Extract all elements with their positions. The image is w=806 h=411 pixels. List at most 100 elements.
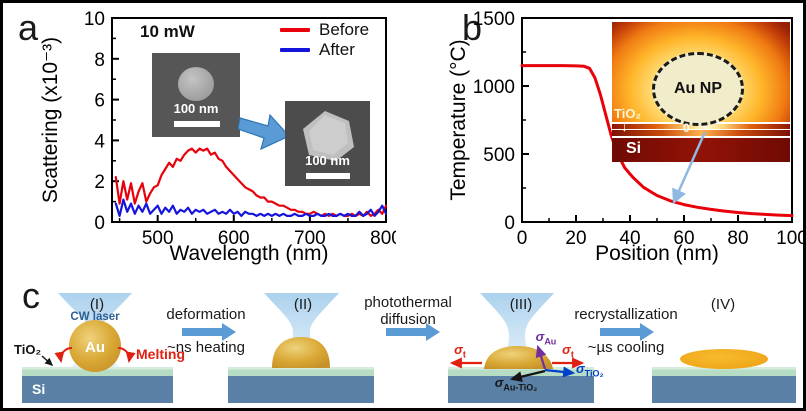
scale-bar-before — [174, 121, 220, 127]
faceted-particle-image — [303, 111, 354, 161]
au-dome-stage3 — [484, 346, 553, 369]
melting-arrow-left-icon — [54, 346, 73, 363]
svg-text:0: 0 — [94, 213, 105, 234]
panel-a-chart: 500 600 700 800 0 2 4 6 8 10 Wavelength (nm) Scatte… — [40, 9, 396, 265]
substrate-stage2 — [228, 367, 374, 403]
svg-text:60: 60 — [673, 228, 694, 249]
svg-text:Position (nm): Position (nm) — [595, 242, 719, 265]
au-sphere-stage1 — [69, 320, 121, 372]
sigma-base: σ — [535, 329, 545, 344]
svg-text:0: 0 — [504, 213, 515, 234]
svg-text:500: 500 — [142, 228, 174, 249]
svg-text:500: 500 — [483, 145, 515, 166]
transition3-label-top: recrystallization — [574, 306, 678, 323]
svg-text:6: 6 — [94, 91, 105, 112]
morph-arrow-icon — [238, 113, 290, 151]
sigma-base: σ — [562, 342, 571, 357]
svg-text:Temperature (°C): Temperature (°C) — [448, 39, 470, 200]
sigma-sub: TiO₂ — [584, 368, 604, 379]
interface-band — [612, 130, 790, 138]
sigma-sub: t — [462, 349, 466, 360]
svg-text:20: 20 — [565, 228, 586, 249]
au-label: Au — [85, 339, 105, 356]
au-np-outline: Au NP — [652, 52, 744, 126]
sigma-tio2-label: σTiO₂ — [576, 362, 620, 379]
transition1-label-top: deformation — [166, 306, 246, 323]
svg-text:1500: 1500 — [473, 9, 515, 30]
stage4-numeral: (IV) — [710, 296, 736, 313]
transition-arrow-1-icon — [182, 323, 236, 341]
laser-beam-stage2 — [264, 293, 339, 367]
panel-c-label: c — [22, 275, 40, 316]
cw-laser-label: CW laser — [70, 311, 120, 323]
legend-entry-before: Before — [280, 20, 369, 40]
transition1-label-bottom: ~ns heating — [167, 339, 245, 356]
stage1-si-label: Si — [32, 381, 46, 397]
transition2-label-line1: photothermal — [364, 294, 452, 311]
legend-label-after: After — [319, 40, 355, 59]
sigma-au-tio2-label: σAu-TiO₂ — [478, 376, 554, 393]
sem-inset-after: 100 nm — [285, 101, 370, 186]
stage1-tio2-label: TiO₂ — [14, 342, 42, 357]
au-disk-stage4 — [680, 349, 768, 369]
svg-text:100: 100 — [776, 228, 804, 249]
panel-a-power-label: 10 mW — [140, 22, 195, 41]
scale-bar-after — [306, 173, 350, 179]
panel-a-legend: Before After — [280, 20, 369, 60]
inset-pointer-arrow-icon — [672, 131, 707, 205]
svg-text:600: 600 — [218, 228, 250, 249]
stage1-numeral: (I) — [89, 296, 105, 313]
svg-text:800: 800 — [370, 228, 396, 249]
sigma-au-tio2-arrow-icon — [509, 369, 546, 383]
svg-text:700: 700 — [294, 228, 326, 249]
svg-text:80: 80 — [727, 228, 748, 249]
legend-line-after-swatch — [280, 48, 310, 52]
sigma-tio2-arrow-icon — [544, 366, 576, 378]
melting-label: Melting — [136, 346, 185, 362]
svg-text:1000: 1000 — [473, 77, 515, 98]
sigma-sub: Au — [544, 336, 557, 347]
sigma-au-label: σAu — [528, 330, 564, 347]
inset-zero-label: 0 — [683, 121, 690, 135]
sigma-base: σ — [454, 342, 463, 357]
sigma-base: σ — [576, 361, 585, 376]
tio2-pointer-down-icon: ↓ — [621, 118, 628, 134]
legend-label-before: Before — [319, 20, 370, 39]
transition-arrow-2-icon — [386, 323, 440, 341]
sigma-t-left-label: σt — [448, 343, 472, 360]
inset-tio2-label: TiO₂ — [614, 106, 642, 121]
legend-line-before-swatch — [280, 28, 310, 32]
scale-label-after: 100 nm — [305, 153, 350, 168]
scale-label-before: 100 nm — [173, 101, 219, 116]
sigma-sub: Au-TiO₂ — [503, 382, 538, 393]
stage3-numeral: (III) — [509, 296, 533, 313]
substrate-stage4 — [652, 367, 796, 403]
transition2-label-line2: diffusion — [380, 311, 436, 328]
panel-a-label: a — [18, 7, 39, 48]
sigma-base: σ — [494, 375, 504, 390]
sigma-au-arrow-icon — [535, 344, 547, 370]
panel-c-diagram — [22, 293, 796, 403]
svg-text:2: 2 — [94, 172, 105, 193]
legend-entry-after: After — [280, 40, 369, 60]
svg-text:10: 10 — [84, 9, 105, 30]
svg-text:4: 4 — [94, 131, 105, 152]
inset-si-label: Si — [626, 140, 642, 157]
svg-text:40: 40 — [619, 228, 640, 249]
tio2-pointer-arrow-icon — [41, 355, 54, 367]
stage2-numeral: (II) — [293, 296, 313, 313]
nanosphere-image — [178, 67, 214, 101]
laser-beam-stage3 — [480, 293, 554, 367]
au-np-label: Au NP — [674, 80, 722, 97]
sem-inset-before: 100 nm — [152, 53, 240, 137]
svg-text:8: 8 — [94, 50, 105, 71]
sigma-t-right-label: σt — [556, 343, 580, 360]
melting-arrow-right-icon — [117, 346, 136, 363]
svg-text:Wavelength (nm): Wavelength (nm) — [169, 242, 328, 265]
panel-b-label: b — [462, 7, 483, 48]
au-dome-stage2 — [272, 337, 330, 368]
svg-text:0: 0 — [517, 228, 528, 249]
transition3-label-bottom: ~µs cooling — [587, 339, 665, 356]
